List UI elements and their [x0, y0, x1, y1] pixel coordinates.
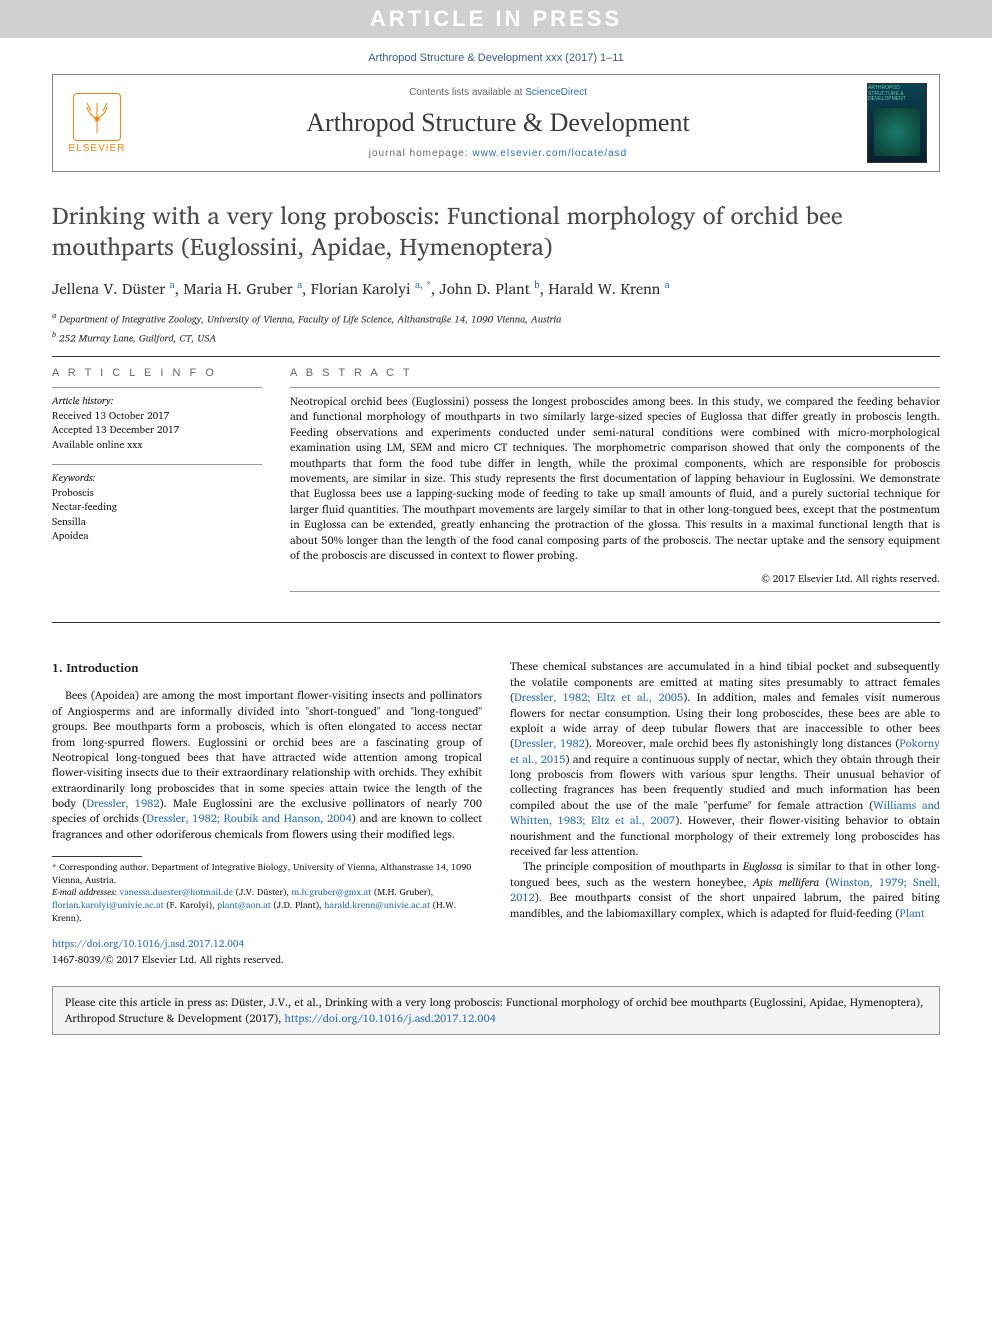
cite-this-article-box: Please cite this article in press as: Dü… — [52, 986, 940, 1035]
affiliations: a Department of Integrative Zoology, Uni… — [52, 309, 940, 346]
left-column: 1. Introduction Bees (Apoidea) are among… — [52, 659, 482, 968]
info-abstract-row: A R T I C L E I N F O Article history: R… — [52, 367, 940, 598]
journal-header: ELSEVIER Contents lists available at Sci… — [52, 74, 940, 172]
rule-thin — [52, 387, 262, 388]
intro-text-col1: Bees (Apoidea) are among the most import… — [52, 688, 482, 842]
affiliation-a: a Department of Integrative Zoology, Uni… — [52, 309, 940, 327]
history-label: Article history: — [52, 394, 262, 409]
keywords-block: Keywords: Proboscis Nectar-feeding Sensi… — [52, 471, 262, 544]
article-in-press-banner: ARTICLE IN PRESS — [0, 0, 992, 38]
homepage-line: journal homepage: www.elsevier.com/locat… — [129, 148, 867, 159]
elsevier-logo: ELSEVIER — [65, 87, 129, 159]
contents-prefix: Contents lists available at — [409, 87, 525, 98]
main-content: Drinking with a very long proboscis: Fun… — [52, 200, 940, 968]
elsevier-tree-icon — [73, 93, 121, 141]
rule-thin — [290, 591, 940, 592]
keyword: Sensilla — [52, 515, 262, 530]
rule-thin — [290, 387, 940, 388]
article-info-col: A R T I C L E I N F O Article history: R… — [52, 367, 262, 598]
cover-label: ARTHROPOD STRUCTURE & DEVELOPMENT — [868, 86, 924, 103]
body-columns: 1. Introduction Bees (Apoidea) are among… — [52, 659, 940, 968]
journal-name: Arthropod Structure & Development — [129, 108, 867, 138]
intro-p3: The principle composition of mouthparts … — [510, 859, 940, 921]
footnotes: * Corresponding author. Department of In… — [52, 861, 482, 924]
journal-cover-thumbnail: ARTHROPOD STRUCTURE & DEVELOPMENT — [867, 83, 927, 163]
doi-link[interactable]: https://doi.org/10.1016/j.asd.2017.12.00… — [52, 936, 244, 952]
history-received: Received 13 October 2017 — [52, 409, 262, 424]
intro-heading: 1. Introduction — [52, 659, 482, 678]
keyword: Nectar-feeding — [52, 500, 262, 515]
email-addresses: E-mail addresses: vanessa.duester@hotmai… — [52, 886, 482, 924]
right-column: These chemical substances are accumulate… — [510, 659, 940, 968]
rule — [52, 356, 940, 357]
keyword: Proboscis — [52, 486, 262, 501]
keyword: Apoidea — [52, 529, 262, 544]
abstract-text: Neotropical orchid bees (Euglossini) pos… — [290, 394, 940, 563]
rule — [52, 622, 940, 623]
header-center: Contents lists available at ScienceDirec… — [129, 87, 867, 159]
rule-thin — [52, 464, 262, 465]
elsevier-label: ELSEVIER — [69, 143, 126, 154]
intro-text-col2: These chemical substances are accumulate… — [510, 659, 940, 921]
doi-block: https://doi.org/10.1016/j.asd.2017.12.00… — [52, 936, 482, 968]
author-list: Jellena V. Düster a, Maria H. Gruber a, … — [52, 276, 940, 301]
keywords-label: Keywords: — [52, 471, 262, 486]
cover-art-placeholder — [874, 108, 920, 156]
abstract-col: A B S T R A C T Neotropical orchid bees … — [290, 367, 940, 598]
issn-copyright: 1467-8039/© 2017 Elsevier Ltd. All right… — [52, 952, 482, 968]
abstract-heading: A B S T R A C T — [290, 367, 940, 379]
footnote-rule — [52, 856, 142, 857]
contents-lists-line: Contents lists available at ScienceDirec… — [129, 87, 867, 98]
history-accepted: Accepted 13 December 2017 — [52, 423, 262, 438]
homepage-link[interactable]: www.elsevier.com/locate/asd — [472, 148, 627, 159]
history-online: Available online xxx — [52, 438, 262, 453]
sciencedirect-link[interactable]: ScienceDirect — [525, 87, 587, 98]
intro-p1: Bees (Apoidea) are among the most import… — [52, 688, 482, 842]
article-title: Drinking with a very long proboscis: Fun… — [52, 200, 940, 262]
corresponding-author-note: * Corresponding author. Department of In… — [52, 861, 482, 886]
intro-p2: These chemical substances are accumulate… — [510, 659, 940, 859]
article-history: Article history: Received 13 October 201… — [52, 394, 262, 452]
affiliation-b: b 252 Murray Lane, Guilford, CT, USA — [52, 328, 940, 346]
abstract-copyright: © 2017 Elsevier Ltd. All rights reserved… — [290, 571, 940, 587]
top-citation: Arthropod Structure & Development xxx (2… — [0, 38, 992, 74]
homepage-prefix: journal homepage: — [369, 148, 473, 159]
article-info-heading: A R T I C L E I N F O — [52, 367, 262, 379]
